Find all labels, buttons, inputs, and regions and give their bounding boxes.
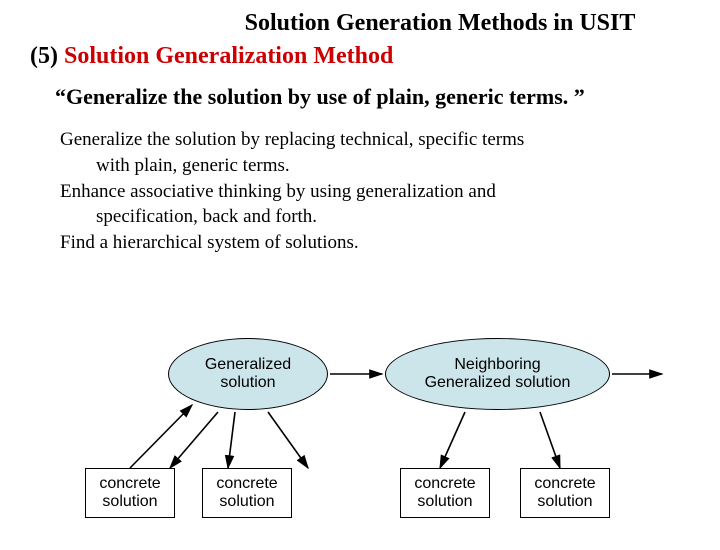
- body-l3: Enhance associative thinking by using ge…: [60, 180, 660, 204]
- body-l2: with plain, generic terms.: [60, 154, 660, 178]
- subtitle-main: Solution Generalization Method: [64, 43, 393, 69]
- ellipse-neighboring: NeighboringGeneralized solution: [385, 338, 610, 410]
- box-concrete-3: concretesolution: [400, 468, 490, 518]
- box-concrete-1: concretesolution: [85, 468, 175, 518]
- body-l4: specification, back and forth.: [60, 205, 660, 229]
- body-l5: Find a hierarchical system of solutions.: [60, 231, 660, 255]
- diagram-area: Generalizedsolution NeighboringGeneraliz…: [0, 320, 720, 540]
- body-text: Generalize the solution by replacing tec…: [60, 128, 660, 255]
- page-title: Solution Generation Methods in USIT: [160, 10, 720, 37]
- quote-line: “Generalize the solution by use of plain…: [55, 84, 720, 110]
- box-concrete-4: concretesolution: [520, 468, 610, 518]
- ellipse-generalized: Generalizedsolution: [168, 338, 328, 410]
- box-concrete-2: concretesolution: [202, 468, 292, 518]
- subtitle-prefix: (5): [30, 43, 64, 69]
- body-l1: Generalize the solution by replacing tec…: [60, 128, 660, 152]
- subtitle: (5) Solution Generalization Method: [30, 43, 720, 70]
